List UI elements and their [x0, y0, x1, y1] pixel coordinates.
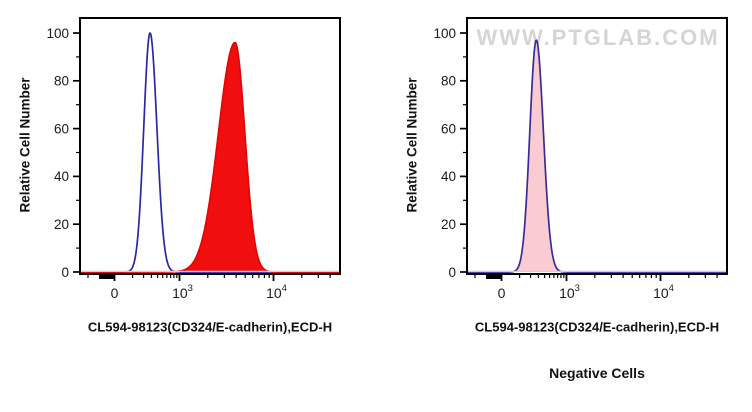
- y-tick-label: 100: [433, 26, 456, 41]
- x-axis: 0 103 104: [474, 274, 718, 301]
- panel-caption-negative-cells: Negative Cells: [549, 365, 645, 381]
- x-negative-tick-cluster: [99, 274, 114, 279]
- x-tick-label: 103: [559, 283, 580, 301]
- y-tick-label: 40: [441, 169, 456, 184]
- y-tick-label: 60: [441, 121, 456, 136]
- x-negative-tick-cluster: [486, 274, 501, 279]
- x-axis-title-left: CL594-98123(CD324/E-cadherin),ECD-H: [87, 319, 333, 335]
- y-tick-label: 80: [54, 74, 69, 89]
- x-axis-title-right: CL594-98123(CD324/E-cadherin),ECD-H: [474, 319, 720, 335]
- y-tick-label: 40: [54, 169, 69, 184]
- x-tick-label: 104: [653, 283, 674, 301]
- y-axis: 0 20 40 60 80 100: [46, 26, 80, 280]
- watermark-text: WWW.PTGLAB.COM: [476, 25, 720, 50]
- y-tick-label: 60: [54, 121, 69, 136]
- red-filled-stained-histogram-fill: [81, 42, 339, 273]
- x-axis: 0 103 104: [87, 274, 331, 301]
- y-tick-label: 80: [441, 74, 456, 89]
- histogram-curves: [80, 32, 340, 273]
- pink-filled-overlap-histogram: [467, 39, 727, 273]
- y-tick-label: 0: [61, 265, 69, 280]
- plot-frame: [466, 17, 728, 275]
- plot-frame: [79, 17, 341, 275]
- panel-negative-cells: 0 20 40 60 80 100 0 103 104: [433, 17, 728, 301]
- y-tick-label: 20: [54, 217, 69, 232]
- histogram-curves: [467, 39, 727, 273]
- y-tick-label: 0: [448, 265, 456, 280]
- y-axis: 0 20 40 60 80 100: [433, 26, 467, 280]
- pink-filled-overlap-histogram-fill: [468, 40, 726, 272]
- x-tick-label: 103: [172, 283, 193, 301]
- panel-cd324-stained: 0 20 40 60 80 100 0 103 104: [46, 17, 341, 301]
- y-axis-title-right: Relative Cell Number: [404, 77, 420, 213]
- x-tick-label: 0: [498, 285, 506, 301]
- x-tick-label: 0: [111, 285, 119, 301]
- y-tick-label: 20: [441, 217, 456, 232]
- y-tick-label: 100: [46, 26, 69, 41]
- y-axis-title-left: Relative Cell Number: [17, 77, 33, 213]
- x-tick-label: 104: [266, 283, 287, 301]
